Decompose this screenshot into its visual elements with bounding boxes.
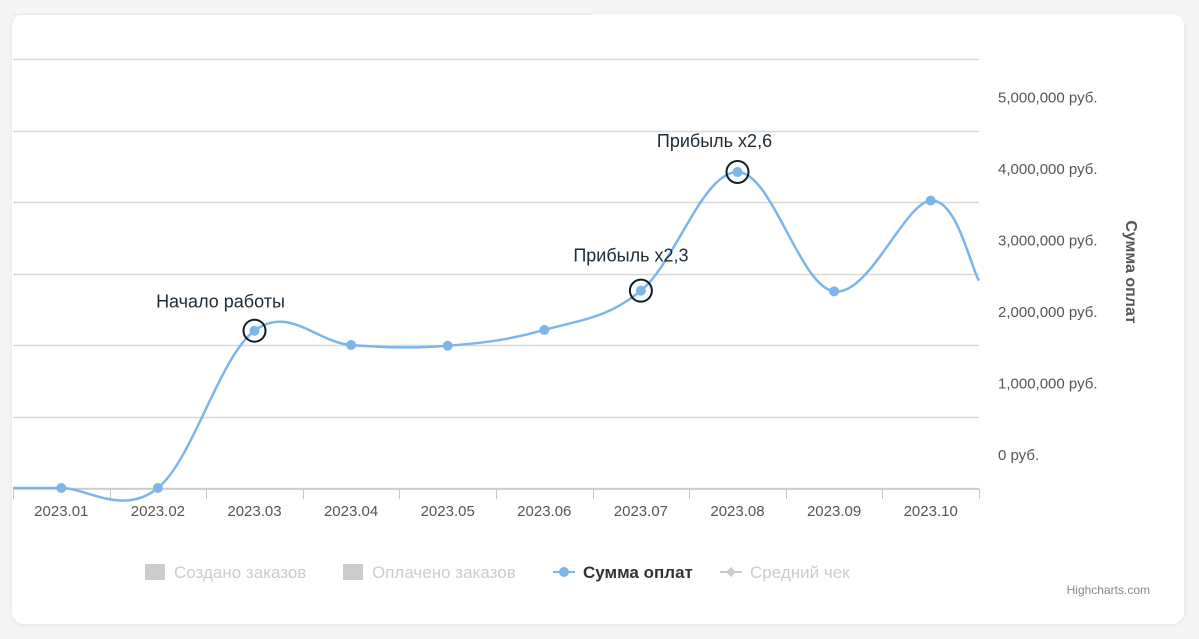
y-tick-label: 5,000,000 руб. (998, 90, 1098, 107)
x-tick-label: 2023.02 (131, 503, 185, 520)
x-tick-label: 2023.06 (517, 503, 571, 520)
legend-item[interactable]: Оплачено заказов (343, 563, 516, 582)
y-tick-label: 3,000,000 руб. (998, 233, 1098, 250)
x-tick-label: 2023.03 (227, 503, 281, 520)
x-axis: 2023.01 2023.02 2023.03 2023.04 2023.05 2023.… (13, 488, 980, 520)
credits[interactable]: Highcharts.com (1067, 583, 1150, 597)
data-point[interactable] (539, 324, 550, 335)
data-point[interactable] (249, 325, 260, 336)
x-tick-label: 2023.10 (904, 503, 958, 520)
y-axis-title: Сумма оплат (1122, 220, 1139, 324)
series-sum-payments[interactable] (13, 166, 981, 502)
legend-symbol (145, 564, 165, 580)
x-tick-label: 2023.01 (34, 503, 88, 520)
legend-item[interactable]: Сумма оплат (553, 563, 693, 582)
chart-card (12, 14, 1184, 624)
legend-label[interactable]: Создано заказов (174, 563, 306, 582)
annotation-label: Прибыль х2,6 (657, 131, 772, 151)
annotation-marker (242, 318, 267, 343)
data-point[interactable] (56, 483, 67, 493)
legend-label[interactable]: Сумма оплат (583, 563, 693, 582)
data-point[interactable] (925, 195, 936, 206)
legend-label[interactable]: Средний чек (750, 563, 850, 582)
y-tick-label: 2,000,000 руб. (998, 304, 1098, 321)
annotation-label: Начало работы (156, 292, 285, 312)
data-point[interactable] (829, 286, 840, 297)
legend-item[interactable]: Создано заказов (145, 563, 306, 582)
series-line[interactable] (13, 170, 981, 502)
x-tick-label: 2023.09 (807, 503, 861, 520)
y-tick-label: 0 руб. (998, 447, 1039, 464)
x-tick-label: 2023.07 (614, 503, 668, 520)
legend-item[interactable]: Средний чек (720, 563, 850, 582)
annotation-label: Прибыль х2,3 (573, 246, 688, 266)
legend-symbol (559, 567, 569, 577)
x-tick-label: 2023.04 (324, 503, 378, 520)
annotations: Начало работы Прибыль х2,3 Прибыль х2,6 (156, 131, 772, 343)
y-tick-label: 1,000,000 руб. (998, 376, 1098, 393)
x-tick-label: 2023.08 (710, 503, 764, 520)
annotation-marker (725, 159, 750, 184)
grid-lines (13, 14, 979, 490)
data-point[interactable] (732, 166, 743, 177)
data-point[interactable] (346, 340, 357, 350)
legend-label[interactable]: Оплачено заказов (372, 563, 516, 582)
data-point[interactable] (635, 285, 646, 296)
x-tick-label: 2023.05 (421, 503, 475, 520)
data-point[interactable] (442, 340, 453, 351)
y-tick-label: 4,000,000 руб. (998, 161, 1098, 178)
y-axis: 0 руб. 1,000,000 руб. 2,000,000 руб. 3,000,… (998, 90, 1098, 465)
legend[interactable]: Создано заказов Оплачено заказов Сумма опл… (145, 563, 850, 582)
data-point[interactable] (152, 483, 163, 493)
annotation-marker (628, 278, 653, 303)
legend-symbol (726, 567, 736, 577)
legend-symbol (343, 564, 363, 580)
